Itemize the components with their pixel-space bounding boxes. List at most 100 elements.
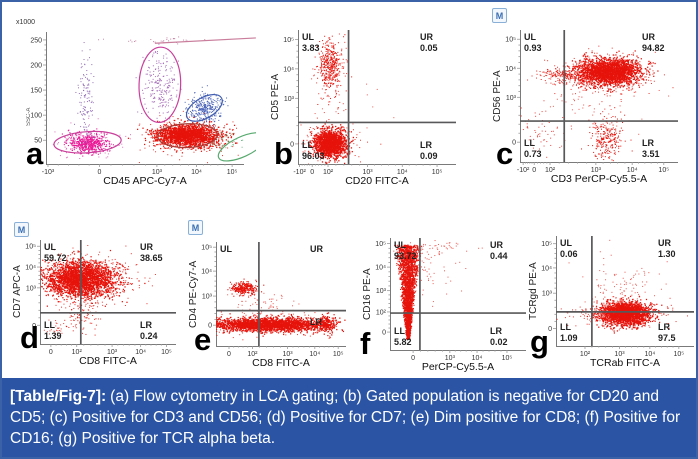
quadrant-label-ll: LL 5.82 xyxy=(394,326,412,349)
quadrant-name: UR xyxy=(140,242,153,252)
x-axis-label: CD8 FITC-A xyxy=(252,357,310,369)
quadrant-name: LR xyxy=(420,140,432,150)
quadrant-label-lr: LR 0.09 xyxy=(420,140,438,163)
quadrant-name: LL xyxy=(44,320,55,330)
quadrant-label-lr: LR xyxy=(310,317,322,328)
quadrant-value: 94.82 xyxy=(642,43,665,54)
quadrant-label-ll: LL 1.39 xyxy=(44,320,62,343)
quadrant-label-ul: UL 3.83 xyxy=(302,32,320,55)
caption-text: (a) Flow cytometry in LCA gating; (b) Ga… xyxy=(10,388,681,448)
scatter-canvas xyxy=(354,220,528,378)
scatter-canvas xyxy=(254,6,462,214)
quadrant-value: 5.82 xyxy=(394,337,412,348)
caption-lead: [Table/Fig-7]: xyxy=(10,388,107,405)
quadrant-name: LL xyxy=(524,138,535,148)
panel-letter-f: f xyxy=(360,326,371,361)
scatter-canvas xyxy=(462,4,696,216)
quadrant-name: LL xyxy=(302,140,313,150)
quadrant-name: LR xyxy=(310,316,322,327)
m-badge: M xyxy=(188,220,203,235)
quadrant-value: 96.03 xyxy=(302,151,325,162)
quadrant-name: UL xyxy=(394,240,406,250)
quadrant-value: 3.51 xyxy=(642,149,660,160)
quadrant-value: 97.5 xyxy=(658,333,676,344)
quadrant-value: 0.24 xyxy=(140,331,158,342)
quadrant-name: UL xyxy=(302,32,314,42)
flow-panel-g: TCRab FITC-A TCRgd PE-A g UL 0.06 UR 1.30 LL 1.0… xyxy=(520,220,696,378)
panel-letter-c: c xyxy=(496,136,514,171)
quadrant-name: LR xyxy=(658,322,670,332)
quadrant-label-ul: UL 0.06 xyxy=(560,238,578,261)
quadrant-label-lr: LR 97.5 xyxy=(658,322,676,345)
scatter-canvas xyxy=(8,220,180,378)
quadrant-value: 0.73 xyxy=(524,149,542,160)
quadrant-name: LL xyxy=(560,322,571,332)
quadrant-name: UR xyxy=(420,32,433,42)
quadrant-name: LR xyxy=(642,138,654,148)
quadrant-value: 1.30 xyxy=(658,249,676,260)
quadrant-label-ll: LL 1.09 xyxy=(560,322,578,345)
quadrant-name: LL xyxy=(394,326,405,336)
quadrant-name: UL xyxy=(44,242,56,252)
quadrant-name: UR xyxy=(642,32,655,42)
quadrant-label-lr: LR 0.24 xyxy=(140,320,158,343)
flow-panel-b: CD20 FITC-A CD5 PE-A b UL 3.83 UR 0.05 LL 96.03 L… xyxy=(254,6,462,214)
m-badge: M xyxy=(492,8,507,23)
x-axis-label: CD45 APC-Cy7-A xyxy=(103,175,187,187)
quadrant-name: UL xyxy=(524,32,536,42)
quadrant-value: 0.09 xyxy=(420,151,438,162)
plots-area: CD45 APC-Cy7-A SSC-A x1000 a CD20 FITC-A CD5 … xyxy=(2,2,696,378)
y-axis-multiplier: x1000 xyxy=(16,19,36,26)
quadrant-label-lr: LR 3.51 xyxy=(642,138,660,161)
quadrant-label-ur: UR 1.30 xyxy=(658,238,676,261)
quadrant-value: 0.05 xyxy=(420,43,438,54)
scatter-canvas xyxy=(520,220,696,378)
x-axis-label: TCRab FITC-A xyxy=(589,357,660,369)
quadrant-value: 0.44 xyxy=(490,251,508,262)
quadrant-name: UL xyxy=(220,244,232,254)
quadrant-value: 1.09 xyxy=(560,333,578,344)
quadrant-name: UR xyxy=(658,238,671,248)
x-axis-label: PerCP-Cy5.5-A xyxy=(421,361,495,373)
quadrant-name: UR xyxy=(490,240,503,250)
flow-panel-e: CD8 FITC-A CD4 PE-Cy7-A e M UL UR LR xyxy=(180,220,352,378)
quadrant-value: 1.39 xyxy=(44,331,62,342)
quadrant-name: UL xyxy=(560,238,572,248)
quadrant-label-ul: UL 93.72 xyxy=(394,240,417,263)
quadrant-label-ur: UR 0.05 xyxy=(420,32,438,55)
flow-panel-f: PerCP-Cy5.5-A CD16 PE-A f UL 93.72 UR 0.44 LL 5.… xyxy=(354,220,528,378)
quadrant-label-ul: UL xyxy=(220,244,232,255)
panel-letter-d: d xyxy=(20,320,39,355)
quadrant-label-ul: UL 0.93 xyxy=(524,32,542,55)
quadrant-value: 59.72 xyxy=(44,253,67,264)
quadrant-label-ur: UR 94.82 xyxy=(642,32,665,55)
quadrant-value: 3.83 xyxy=(302,43,320,54)
quadrant-value: 0.06 xyxy=(560,249,578,260)
quadrant-label-ll: LL 96.03 xyxy=(302,140,325,163)
quadrant-label-lr: LR 0.02 xyxy=(490,326,508,349)
panel-letter-e: e xyxy=(194,322,212,357)
quadrant-value: 93.72 xyxy=(394,251,417,262)
quadrant-label-ur: UR xyxy=(310,244,323,255)
x-axis-label: CD3 PerCP-Cy5.5-A xyxy=(550,173,648,185)
panel-letter-g: g xyxy=(530,324,549,359)
m-badge: M xyxy=(14,222,29,237)
quadrant-value: 38.65 xyxy=(140,253,163,264)
quadrant-label-ur: UR 0.44 xyxy=(490,240,508,263)
quadrant-name: UR xyxy=(310,244,323,254)
flow-panel-c: CD3 PerCP-Cy5.5-A CD56 PE-A c M UL 0.93 UR 94.8… xyxy=(462,4,696,216)
scatter-canvas xyxy=(180,220,352,378)
scatter-canvas xyxy=(8,10,256,216)
quadrant-name: LR xyxy=(140,320,152,330)
quadrant-label-ur: UR 38.65 xyxy=(140,242,163,265)
panel-letter-b: b xyxy=(274,136,293,171)
flow-panel-d: CD8 FITC-A CD7 APC-A d M UL 59.72 UR 38.65 LL 1.3… xyxy=(8,220,180,378)
flow-panel-a: CD45 APC-Cy7-A SSC-A x1000 a xyxy=(8,10,256,216)
x-axis-label: CD8 FITC-A xyxy=(79,355,137,367)
x-axis-label: CD20 FITC-A xyxy=(345,175,409,187)
quadrant-value: 0.02 xyxy=(490,337,508,348)
quadrant-name: LR xyxy=(490,326,502,336)
quadrant-value: 0.93 xyxy=(524,43,542,54)
quadrant-label-ul: UL 59.72 xyxy=(44,242,67,265)
